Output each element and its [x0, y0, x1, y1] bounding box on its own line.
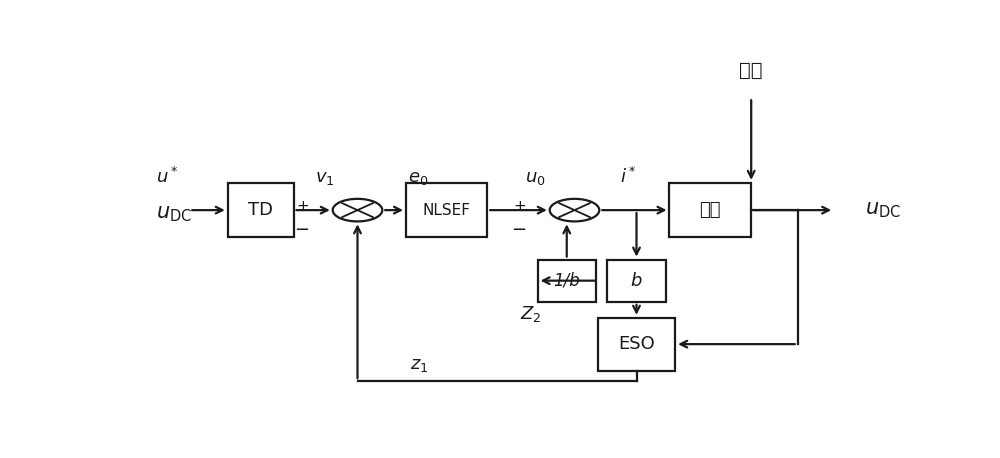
Text: $\mathit{u}^*$: $\mathit{u}^*$ — [156, 167, 179, 187]
Text: TD: TD — [248, 201, 273, 219]
Bar — [669, 183, 751, 237]
Text: ESO: ESO — [618, 335, 655, 353]
Text: 扰动: 扰动 — [739, 60, 763, 80]
Text: $z_1$: $z_1$ — [410, 356, 429, 374]
Bar — [598, 318, 675, 371]
Text: +: + — [297, 199, 309, 214]
Text: 对象: 对象 — [699, 201, 721, 219]
Text: $\mathit{u}_{\mathrm{DC}}$: $\mathit{u}_{\mathrm{DC}}$ — [865, 200, 901, 220]
Bar — [228, 183, 294, 237]
Bar — [406, 183, 487, 237]
Text: b: b — [631, 272, 642, 289]
Text: $v_1$: $v_1$ — [315, 169, 335, 187]
Text: −: − — [511, 220, 526, 239]
Text: $u_0$: $u_0$ — [525, 169, 546, 187]
Text: 1/b: 1/b — [553, 272, 580, 289]
Text: $\mathit{u}_{\mathrm{DC}}$: $\mathit{u}_{\mathrm{DC}}$ — [156, 204, 192, 224]
Bar — [607, 260, 666, 302]
Bar — [538, 260, 596, 302]
Text: $i^*$: $i^*$ — [620, 167, 637, 187]
Text: $Z_2$: $Z_2$ — [520, 304, 542, 324]
Text: +: + — [514, 199, 526, 214]
Text: $e_0$: $e_0$ — [408, 169, 428, 187]
Text: −: − — [294, 220, 309, 239]
Text: NLSEF: NLSEF — [423, 202, 471, 218]
